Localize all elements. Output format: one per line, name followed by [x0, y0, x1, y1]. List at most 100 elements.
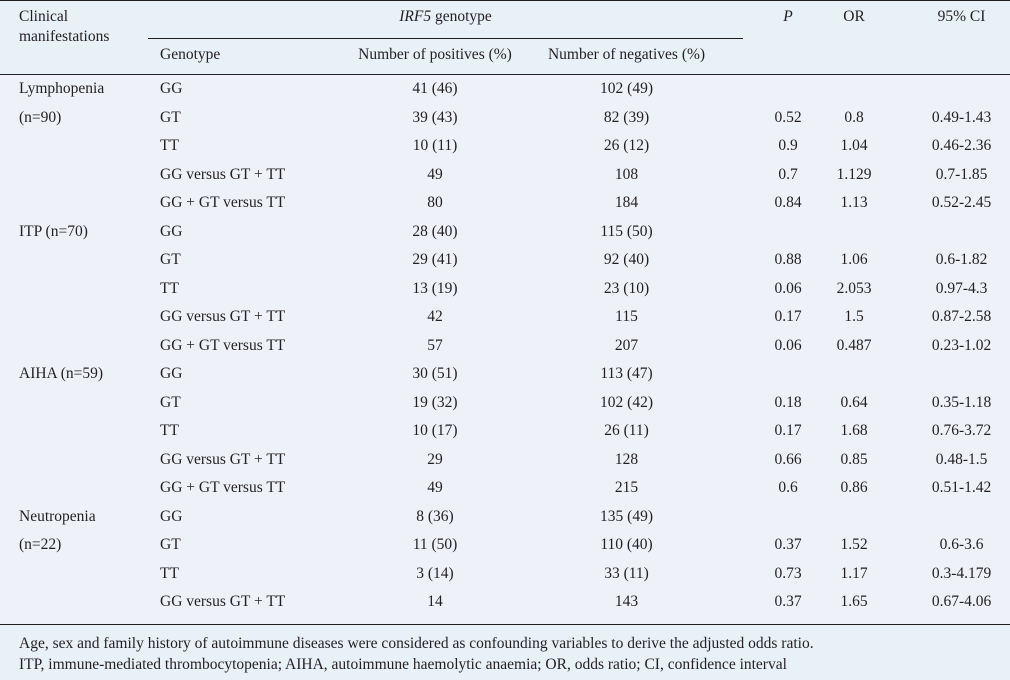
header-genotype: Genotype: [148, 38, 325, 75]
cell-clinical-manifestation: [0, 275, 148, 304]
table-row: GG versus GT + TT 49 108 0.7 1.129 0.7-1.85: [0, 161, 1010, 190]
cell-odds-ratio: 2.053: [836, 279, 872, 297]
header-p: P: [743, 0, 816, 75]
cell-genotype: GG versus GT + TT: [160, 165, 286, 183]
cell-confidence-interval: [893, 218, 1010, 247]
cell-odds-ratio: 1.06: [840, 251, 868, 268]
cell-genotype: GT: [160, 536, 181, 553]
cell-confidence-interval: 0.52-2.45: [931, 194, 992, 211]
cell-clinical-manifestation: [0, 132, 148, 161]
cell-odds-ratio: 1.68: [840, 422, 868, 439]
group-label-line1: AIHA (n=59): [19, 365, 104, 382]
cell-p-value: 0.9: [778, 137, 798, 154]
cell-negatives: 92 (40): [603, 251, 650, 268]
cell-p-value: 0.06: [774, 279, 802, 297]
cell-p-value: [743, 360, 815, 389]
cell-negatives: 82 (39): [603, 108, 650, 126]
cell-negatives: 102 (49): [600, 80, 653, 97]
cell-confidence-interval: [893, 360, 1010, 389]
cell-positives: 19 (32): [412, 393, 458, 411]
header-clinical-line1: Clinical: [19, 8, 69, 25]
cell-genotype: TT: [160, 564, 179, 582]
cell-negatives: 23 (10): [603, 279, 650, 297]
cell-odds-ratio: [815, 360, 893, 389]
cell-clinical-manifestation: [0, 303, 148, 332]
cell-odds-ratio: 0.86: [840, 479, 868, 496]
cell-clinical-manifestation: [0, 417, 148, 446]
cell-odds-ratio: 1.17: [840, 564, 868, 582]
cell-negatives: 135 (49): [600, 507, 653, 525]
cell-positives: 29: [427, 450, 443, 468]
cell-genotype: GG: [160, 80, 183, 97]
cell-positives: 28 (40): [412, 222, 458, 240]
table-footnote: Age, sex and family history of autoimmun…: [0, 624, 1010, 680]
cell-genotype: TT: [160, 422, 179, 439]
cell-p-value: [743, 75, 815, 104]
header-ci: 95% CI: [893, 0, 1010, 75]
cell-positives: 13 (19): [412, 279, 458, 297]
cell-negatives: 26 (11): [604, 422, 649, 439]
cell-clinical-manifestation: [0, 560, 148, 589]
table-row: GG + GT versus TT 49 215 0.6 0.86 0.51-1.42: [0, 474, 1010, 503]
table-row: TT 13 (19) 23 (10) 0.06 2.053 0.97-4.3: [0, 275, 1010, 304]
cell-clinical-manifestation: [0, 446, 148, 475]
footnote-line2: ITP, immune-mediated thrombocytopenia; A…: [19, 656, 787, 673]
cell-positives: 3 (14): [416, 564, 454, 582]
cell-odds-ratio: 1.04: [840, 137, 868, 154]
header-clinical-line2: manifestations: [19, 28, 110, 45]
cell-clinical-manifestation: [0, 389, 148, 418]
cell-negatives: 33 (11): [604, 564, 649, 582]
cell-odds-ratio: 1.5: [844, 308, 864, 325]
cell-clinical-manifestation: (n=90): [0, 104, 148, 133]
cell-confidence-interval: [893, 75, 1010, 104]
cell-odds-ratio: 0.64: [840, 393, 868, 411]
cell-genotype: GG + GT versus TT: [160, 336, 286, 354]
cell-clinical-manifestation: Lymphopenia: [0, 75, 148, 104]
cell-odds-ratio: 0.487: [836, 336, 872, 354]
cell-clinical-manifestation: [0, 161, 148, 190]
cell-positives: 57: [427, 336, 443, 354]
footnote-line1: Age, sex and family history of autoimmun…: [19, 635, 814, 652]
header-or: OR: [815, 0, 894, 75]
group-label-line1: Lymphopenia: [19, 80, 105, 97]
table-row: GG versus GT + TT 42 115 0.17 1.5 0.87-2.58: [0, 303, 1010, 332]
cell-negatives: 108: [614, 165, 639, 183]
cell-p-value: [743, 503, 815, 532]
header-irf5-genotype: IRF5 genotype: [148, 0, 744, 39]
header-negatives: Number of negatives (%): [535, 38, 744, 75]
cell-clinical-manifestation: [0, 332, 148, 361]
cell-clinical-manifestation: (n=22): [0, 531, 148, 560]
cell-positives: 30 (51): [412, 365, 458, 382]
cell-odds-ratio: [815, 75, 893, 104]
cell-genotype: GG + GT versus TT: [160, 194, 286, 211]
cell-confidence-interval: 0.97-4.3: [935, 279, 988, 297]
cell-positives: 80: [427, 194, 443, 211]
cell-confidence-interval: 0.7-1.85: [935, 165, 988, 183]
cell-p-value: [743, 218, 815, 247]
cell-odds-ratio: 0.85: [840, 450, 868, 468]
cell-negatives: 26 (12): [603, 137, 650, 154]
table-header: Clinical manifestations IRF5 genotype P …: [0, 0, 1010, 75]
cell-genotype: GG: [160, 365, 183, 382]
cell-confidence-interval: 0.87-2.58: [931, 308, 992, 325]
cell-clinical-manifestation: [0, 588, 148, 617]
cell-confidence-interval: 0.6-3.6: [939, 536, 984, 553]
cell-p-value: 0.88: [774, 251, 802, 268]
cell-clinical-manifestation: Neutropenia: [0, 503, 148, 532]
group-label-line2: (n=22): [19, 536, 62, 553]
table-row: (n=22) GT 11 (50) 110 (40) 0.37 1.52 0.6-3.6: [0, 531, 1010, 560]
cell-positives: 8 (36): [416, 507, 454, 525]
cell-confidence-interval: 0.35-1.18: [931, 393, 992, 411]
cell-p-value: 0.17: [774, 422, 802, 439]
cell-genotype: GG versus GT + TT: [160, 593, 286, 610]
cell-clinical-manifestation: [0, 474, 148, 503]
cell-confidence-interval: 0.49-1.43: [931, 108, 992, 126]
cell-positives: 49: [427, 165, 443, 183]
cell-negatives: 184: [614, 194, 639, 211]
cell-p-value: 0.17: [774, 308, 802, 325]
cell-odds-ratio: 0.8: [844, 108, 864, 126]
cell-confidence-interval: 0.76-3.72: [931, 422, 992, 439]
cell-clinical-manifestation: [0, 246, 148, 275]
cell-clinical-manifestation: [0, 189, 148, 218]
